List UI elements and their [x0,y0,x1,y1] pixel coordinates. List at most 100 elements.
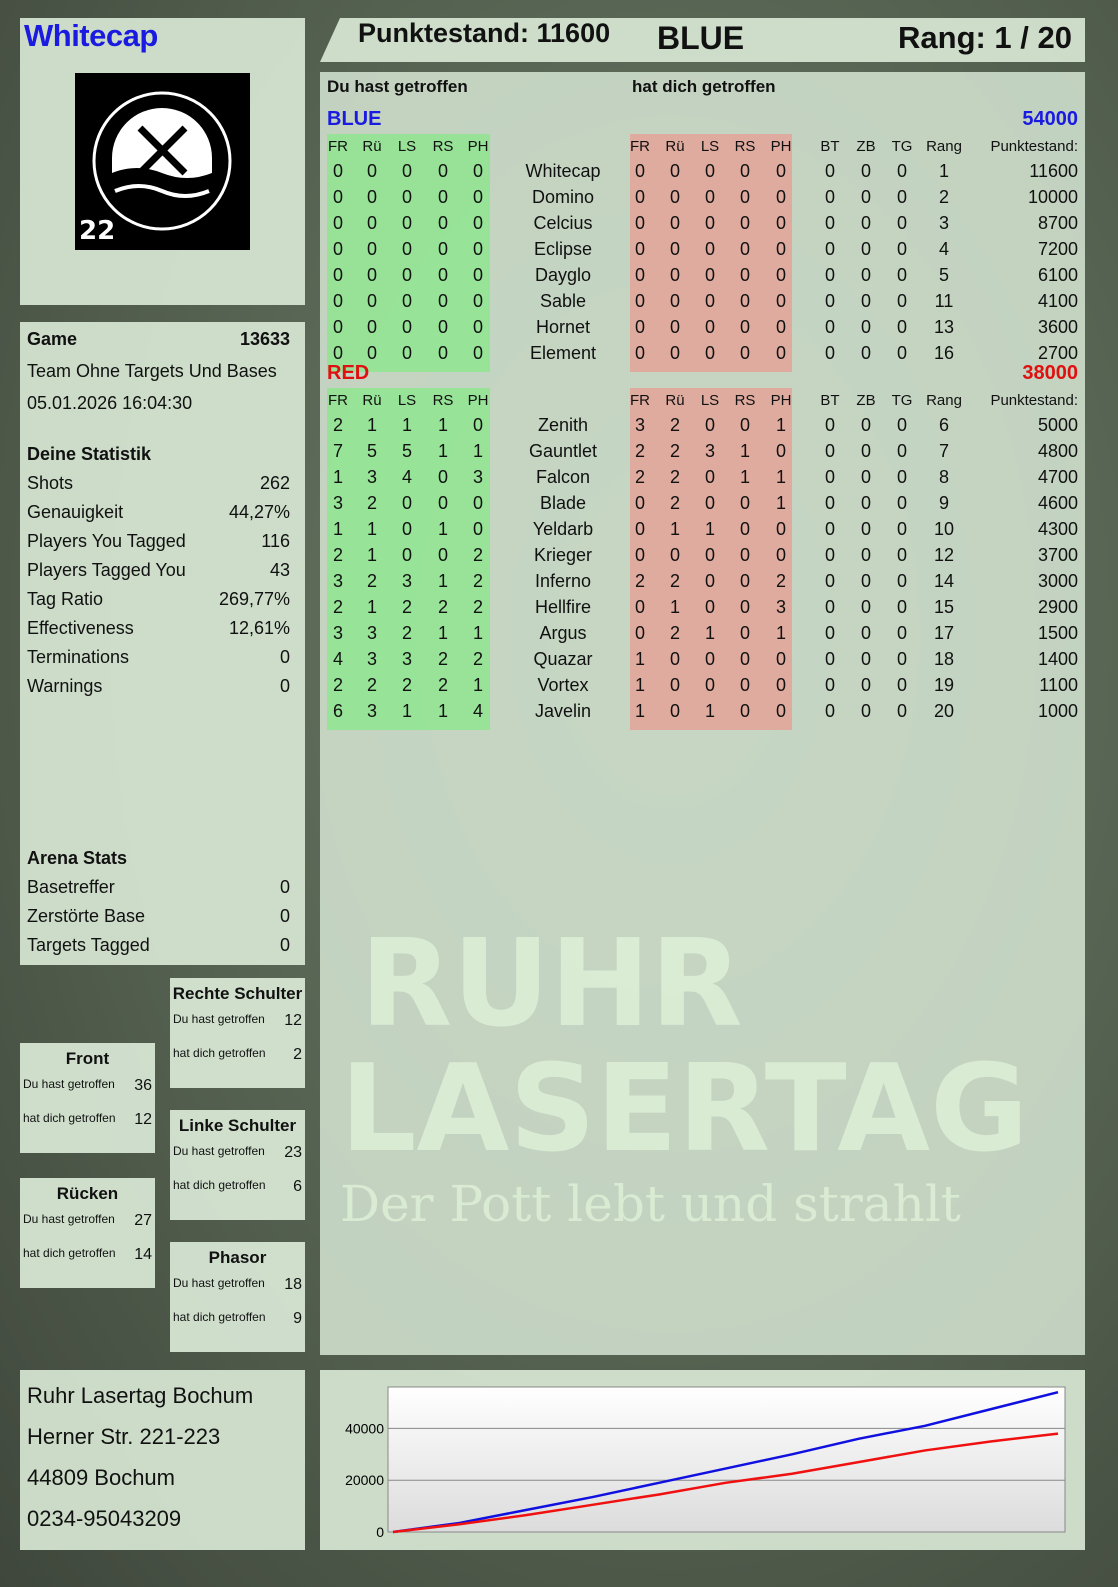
you-hit-cell: 0 [366,291,377,311]
you-hit-cell: 0 [332,187,343,207]
you-hit-cell: 0 [366,239,377,259]
you-hit-cell: 1 [437,571,448,591]
hit-you-cell: 0 [634,317,645,337]
extra-cell: 0 [896,415,907,435]
stat-row: Players Tagged You 43 [27,560,290,581]
stat-label: Players You Tagged [27,531,186,551]
you-hit-cell: 0 [401,291,412,311]
extra-cell: 14 [933,571,955,591]
hit-you-cell: 0 [739,701,750,721]
hit-you-cell: 0 [704,317,715,337]
hit-you-cell: 0 [634,239,645,259]
team-name: RED [327,362,370,384]
extra-cell: 0 [824,623,835,643]
player-name: Element [529,343,597,363]
hit-you-cell: 0 [739,213,750,233]
hit-you-cell: 0 [704,467,715,487]
hit-you-cell: 0 [739,415,750,435]
hit-you-cell: 0 [775,239,786,259]
you-hit-cell: 2 [332,675,343,695]
column-header: ZB [856,392,876,409]
hit-you-cell: 1 [775,467,786,487]
you-hit-cell: 0 [437,161,448,181]
extra-cell: 0 [860,187,871,207]
player-name: Inferno [534,571,592,591]
column-header: Rü [362,392,382,409]
player-score: 5000 [1037,415,1078,435]
value: 6 [293,1178,302,1195]
column-header: Rü [362,138,382,155]
hit-you-cell: 0 [704,187,715,207]
extra-cell: 19 [933,675,955,695]
address-panel [20,1370,305,1550]
label: Du hast getroffen [173,1276,265,1290]
extra-cell: 20 [933,701,955,721]
stat-value: 269,77% [218,589,290,609]
you-hit-cell: 0 [401,239,412,259]
player-name: Javelin [534,701,592,721]
you-hit-cell: 3 [401,571,412,591]
you-hit-cell: 0 [437,317,448,337]
you-hit-cell: 7 [332,441,343,461]
team-logo: 22 [75,73,250,250]
stat-label: Tag Ratio [27,589,104,609]
you-hit-cell: 1 [366,519,377,539]
hit-you-cell: 1 [739,441,750,461]
stat-label: Warnings [27,676,103,696]
you-hit-cell: 2 [437,597,448,617]
hit-you-bg [630,134,792,372]
team-label: BLUE [657,20,745,56]
extra-cell: 11 [934,291,954,311]
hit-you-cell: 0 [669,317,680,337]
column-header: PH [770,138,792,155]
y-tick-label: 20000 [345,1472,384,1488]
extra-cell: 0 [824,415,835,435]
player-name: Domino [531,187,595,207]
hit-you-cell: 0 [669,649,680,669]
you-hit-cell: 1 [401,701,412,721]
stat-row: Warnings 0 [27,676,290,697]
you-hit-cell: 0 [401,161,412,181]
player-score: 2900 [1037,597,1078,617]
player-score: 3000 [1037,571,1078,591]
stat-row: Tag Ratio 269,77% [27,589,290,610]
hit-you-cell: 0 [775,441,786,461]
player-name: Eclipse [533,239,593,259]
extra-cell: 17 [933,623,955,643]
zone-hit-you: hat dich getroffen 14 [23,1246,152,1264]
stat-label: Effectiveness [27,618,134,638]
arena-title: Arena Stats [27,848,128,868]
stat-row: Effectiveness 12,61% [27,618,290,639]
hit-you-cell: 0 [704,545,715,565]
value: 18 [284,1276,302,1293]
extra-cell: 0 [860,493,871,513]
column-header: PH [467,392,489,409]
y-tick-label: 40000 [345,1420,384,1436]
you-hit-cell: 6 [332,701,343,721]
hit-you-cell: 0 [775,213,786,233]
extra-cell: 0 [824,649,835,669]
hit-you-cell: 0 [775,649,786,669]
you-hit-cell: 1 [366,415,377,435]
hit-you-cell: 0 [704,343,715,363]
hit-you-cell: 0 [739,493,750,513]
extra-cell: 0 [896,597,907,617]
hit-you-cell: 0 [739,239,750,259]
player-score: 1400 [1037,649,1078,669]
hit-you-cell: 0 [634,493,645,513]
hit-you-cell: 0 [669,675,680,695]
hit-you-cell: 1 [634,701,645,721]
hit-you-cell: 0 [669,187,680,207]
player-name: Celcius [533,213,593,233]
you-hit-cell: 0 [437,493,448,513]
extra-cell: 0 [860,441,871,461]
zone-title: Linke Schulter [178,1116,297,1135]
label: hat dich getroffen [173,1310,266,1324]
you-hit-cell: 0 [332,265,343,285]
zone-phasor: Phasor Du hast getroffen 18 hat dich getrof… [170,1242,305,1352]
you-hit-cell: 2 [472,571,483,591]
value: 12 [134,1111,152,1128]
player-name: Sable [539,291,587,311]
extra-cell: 18 [933,649,955,669]
player-name: Falcon [535,467,591,487]
